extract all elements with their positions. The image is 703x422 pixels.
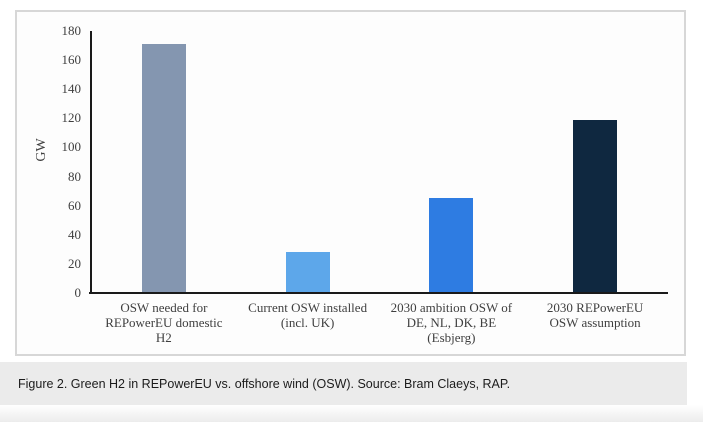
bar	[429, 198, 474, 293]
bar	[573, 119, 618, 293]
y-axis-line	[90, 31, 92, 294]
category-label: Current OSW installed (incl. UK)	[248, 300, 368, 330]
chart-panel: GW 0 20 40 60 80 100 120 140 160 180 OSW needed f…	[15, 10, 686, 356]
y-tick-label: 180	[61, 23, 82, 38]
category-label: 2030 REPowerEU OSW assumption	[546, 300, 644, 330]
bar	[285, 252, 330, 293]
bar-chart: GW 0 20 40 60 80 100 120 140 160 180 OSW needed f…	[17, 12, 684, 354]
bottom-fade	[0, 405, 703, 422]
y-tick-label: 0	[74, 285, 82, 300]
category-label: 2030 ambition OSW of DE, NL, DK, BE (Esb…	[390, 300, 513, 345]
category-label: OSW needed for REPowerEU domestic H2	[105, 300, 223, 345]
bar	[141, 44, 186, 293]
y-tick-label: 20	[68, 255, 81, 271]
y-tick-label: 120	[61, 110, 82, 126]
figure-caption: Figure 2. Green H2 in REPowerEU vs. offs…	[18, 376, 511, 391]
y-tick-label: 100	[61, 139, 82, 155]
y-tick-label: 60	[68, 197, 81, 213]
figure-caption-band: Figure 2. Green H2 in REPowerEU vs. offs…	[0, 362, 687, 405]
y-tick-label: 140	[61, 81, 82, 97]
y-tick-label: 160	[61, 52, 82, 68]
y-tick-label: 80	[68, 168, 81, 184]
x-axis-line	[89, 292, 668, 294]
y-tick-label: 40	[68, 226, 81, 242]
